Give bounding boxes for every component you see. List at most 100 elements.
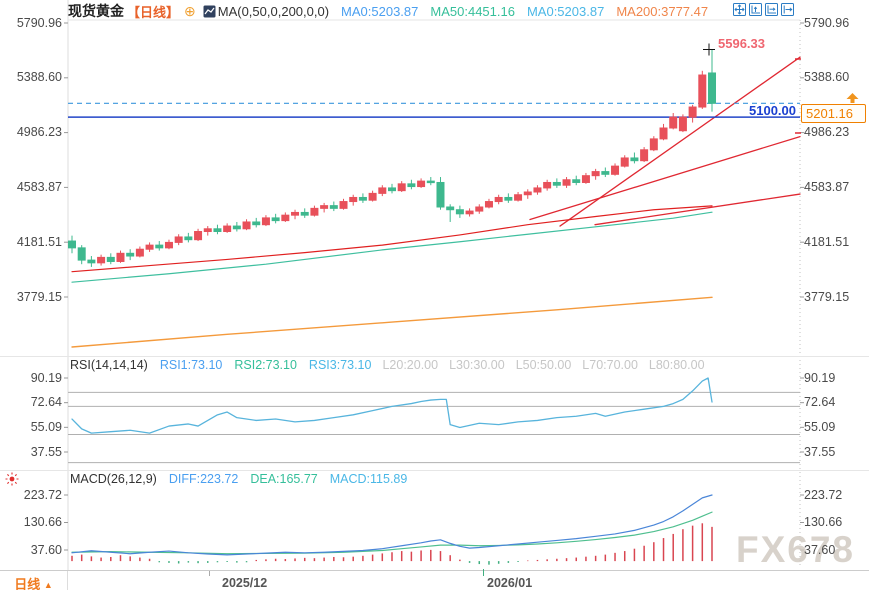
month-tick	[483, 569, 484, 576]
rsi-name: RSI(14,14,14)	[70, 358, 148, 372]
candle	[436, 181, 445, 208]
fit-vertical-icon[interactable]	[749, 3, 762, 16]
candle	[494, 196, 503, 203]
candle	[514, 194, 523, 201]
candle	[97, 256, 106, 264]
rsi-pane-layer	[68, 377, 800, 464]
candle	[164, 241, 173, 249]
rsi-level-l20: L20:20.00	[382, 358, 439, 372]
candle	[678, 116, 687, 132]
candle	[708, 72, 717, 104]
fit-horizontal-icon[interactable]	[765, 3, 778, 16]
y-axis-label: 4181.51	[16, 234, 62, 249]
date-label: 2025/12	[222, 576, 268, 590]
symbol-title: 现货黄金	[68, 3, 124, 19]
y-axis-label: 4181.51	[804, 234, 850, 249]
y-axis-label: 5790.96	[16, 15, 62, 30]
macd-value: MACD:115.89	[329, 472, 408, 486]
indicator-settings-icon[interactable]	[5, 472, 19, 491]
candle	[68, 240, 76, 249]
y-axis-label: 37.60	[804, 542, 836, 557]
period-tag[interactable]: 【日线】	[127, 4, 180, 20]
y-axis-label: 4986.23	[804, 125, 850, 140]
jump-latest-icon[interactable]	[781, 3, 794, 16]
y-axis-label: 4583.87	[16, 179, 62, 194]
candle	[223, 225, 232, 233]
candle	[572, 179, 581, 183]
candle	[601, 171, 610, 175]
y-axis-label: 223.72	[23, 487, 62, 502]
candle	[562, 179, 571, 186]
y-axis-label: 37.60	[30, 542, 62, 557]
candle	[87, 259, 96, 264]
candle	[407, 183, 416, 188]
candle	[135, 248, 144, 257]
candle	[620, 157, 629, 167]
candle	[417, 180, 426, 188]
candle	[504, 196, 513, 201]
candle	[523, 191, 532, 196]
y-axis-label: 37.55	[30, 444, 62, 459]
y-axis-label: 3779.15	[804, 289, 850, 304]
candle	[242, 221, 251, 230]
ma0b-value: MA0:5203.87	[526, 3, 605, 19]
watermark: FX678	[736, 529, 856, 570]
macd-header: MACD(26,12,9) DIFF:223.72 DEA:165.77 MAC…	[70, 472, 407, 486]
candle	[310, 207, 319, 216]
rsi-header: RSI(14,14,14) RSI1:73.10 RSI2:73.10 RSI3…	[70, 358, 705, 372]
chart-toolbar	[733, 3, 794, 16]
high-cross-marker	[703, 43, 716, 56]
candle	[378, 187, 387, 194]
candle	[611, 165, 620, 175]
pan-icon[interactable]	[733, 3, 746, 16]
candle	[116, 252, 125, 262]
candle	[203, 228, 212, 233]
y-axis-label: 4583.87	[804, 179, 850, 194]
rsi-level-l50: L50:50.00	[515, 358, 572, 372]
overlay-lines-layer	[68, 56, 801, 348]
candle	[320, 205, 329, 209]
y-axis-label: 5388.60	[16, 70, 62, 85]
period-selector[interactable]: 日线 ▲	[0, 571, 68, 590]
y-axis-label: 5790.96	[804, 15, 850, 30]
ma200-value: MA200:3777.47	[616, 3, 709, 19]
rsi2-value: RSI2:73.10	[234, 358, 297, 372]
y-axis-label: 72.64	[30, 395, 62, 410]
candle	[271, 217, 280, 222]
y-axis-label: 130.66	[23, 515, 62, 529]
candle	[397, 183, 406, 192]
candle	[358, 196, 367, 201]
candle	[426, 180, 435, 184]
add-indicator-icon[interactable]: ⊕	[184, 2, 196, 19]
candle	[484, 201, 493, 208]
candle	[184, 236, 193, 241]
candle	[649, 138, 658, 151]
y-axis-label: 55.09	[30, 419, 62, 434]
candle	[388, 187, 397, 192]
candles-layer	[68, 49, 717, 267]
rsi-level-l80: L80:80.00	[648, 358, 705, 372]
candle	[291, 211, 300, 216]
candle	[145, 244, 154, 250]
candle	[698, 74, 707, 108]
candle	[552, 181, 561, 186]
candle	[232, 225, 241, 230]
ma50-value: MA50:4451.16	[430, 3, 515, 19]
candle	[77, 247, 86, 261]
ma-indicator-icon	[203, 5, 216, 18]
y-axis-label: 90.19	[30, 370, 62, 385]
candle	[630, 157, 639, 162]
y-axis-label: 4986.23	[16, 125, 62, 140]
candle	[640, 149, 649, 162]
candle	[339, 201, 348, 209]
y-axis-label: 130.66	[804, 515, 843, 529]
y-axis-label: 37.55	[804, 444, 836, 459]
rsi-level-l30: L30:30.00	[449, 358, 505, 372]
candle	[106, 256, 115, 262]
candle	[329, 205, 338, 209]
candle	[669, 116, 678, 129]
high-price-label: 5596.33	[718, 36, 765, 51]
